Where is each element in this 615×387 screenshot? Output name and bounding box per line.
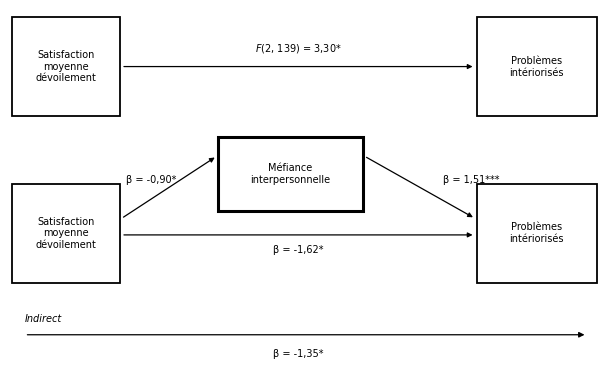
Text: Satisfaction
moyenne
dévoilement: Satisfaction moyenne dévoilement bbox=[36, 50, 97, 83]
FancyBboxPatch shape bbox=[477, 17, 597, 116]
Text: β = -1,35*: β = -1,35* bbox=[273, 349, 323, 359]
FancyBboxPatch shape bbox=[12, 17, 120, 116]
Text: Méfiance
interpersonnelle: Méfiance interpersonnelle bbox=[250, 163, 331, 185]
Text: Problèmes
intériorisés: Problèmes intériorisés bbox=[509, 223, 564, 244]
Text: β = -1,62*: β = -1,62* bbox=[273, 245, 323, 255]
Text: $\it{F}$(2, 139) = 3,30*: $\it{F}$(2, 139) = 3,30* bbox=[255, 42, 342, 55]
Text: β = -0,90*: β = -0,90* bbox=[126, 175, 177, 185]
FancyBboxPatch shape bbox=[477, 184, 597, 283]
Text: β = 1,51***: β = 1,51*** bbox=[443, 175, 499, 185]
Text: Indirect: Indirect bbox=[25, 314, 62, 324]
FancyBboxPatch shape bbox=[12, 184, 120, 283]
FancyBboxPatch shape bbox=[218, 137, 363, 211]
Text: Problèmes
intériorisés: Problèmes intériorisés bbox=[509, 56, 564, 77]
Text: Satisfaction
moyenne
dévoilement: Satisfaction moyenne dévoilement bbox=[36, 217, 97, 250]
